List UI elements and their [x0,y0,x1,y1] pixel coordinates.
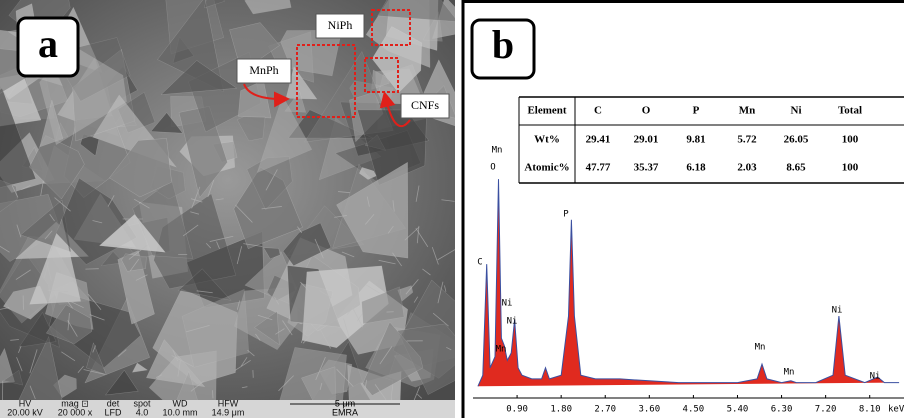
panel-label: b [492,22,514,67]
info-value: 20.00 kV [7,407,43,417]
info-value: LFD [104,407,122,417]
annotation: MnPh [249,63,278,77]
peak-label: Ni [507,317,518,327]
peak-label: Mn [755,343,766,353]
figure: a NiPh MnPh CNFs HV20.00 kVmag ⊡20 000 x… [0,0,904,418]
info-value: 4.0 [136,407,149,417]
annotation: NiPh [328,18,353,32]
peak-label: Mn [492,146,503,156]
peak-label: O [490,163,495,173]
x-tick-label: 3.60 [638,405,660,415]
table-header: Element [527,105,566,117]
peak-label: Ni [502,299,513,309]
table-header: Ni [791,105,802,117]
table-header: Total [838,105,862,117]
peak-label: C [477,258,482,268]
table-cell: 100 [842,162,859,174]
annotation: CNFs [411,98,439,112]
lab-label: EMRA [332,407,358,417]
table-cell: 9.81 [686,134,705,146]
x-tick-label: 0.90 [506,405,528,415]
peak-label: P [563,210,569,220]
x-axis-label: keV [888,405,904,415]
x-tick-label: 4.50 [683,405,705,415]
table-cell: 8.65 [786,162,806,174]
x-tick-label: 7.20 [815,405,837,415]
x-tick-label: 8.10 [859,405,881,415]
table-header: C [594,105,602,117]
x-tick-label: 6.30 [771,405,793,415]
table-cell: Atomic% [524,162,569,174]
peak-label: Mn [784,368,795,378]
table-cell: 47.77 [586,162,611,174]
panel-label: a [38,21,58,66]
table-cell: 2.03 [737,162,757,174]
table-cell: Wt% [534,134,560,146]
table-cell: 26.05 [784,134,809,146]
info-value: 10.0 mm [162,407,197,417]
x-tick-label: 5.40 [727,405,749,415]
info-value: 20 000 x [58,407,93,417]
table-cell: 5.72 [737,134,757,146]
table-cell: 29.41 [586,134,611,146]
x-tick-label: 2.70 [594,405,616,415]
table-header: P [693,105,700,117]
peak-label: Ni [870,372,881,382]
table-cell: 35.37 [634,162,659,174]
peak-label: Mn [496,345,507,355]
peak-label: Ni [832,306,843,316]
x-tick-label: 1.80 [550,405,572,415]
table-cell: 6.18 [686,162,706,174]
table-cell: 100 [842,134,859,146]
table-header: O [642,105,651,117]
table-header: Mn [739,105,756,117]
table-cell: 29.01 [634,134,659,146]
info-value: 14.9 μm [212,407,245,417]
